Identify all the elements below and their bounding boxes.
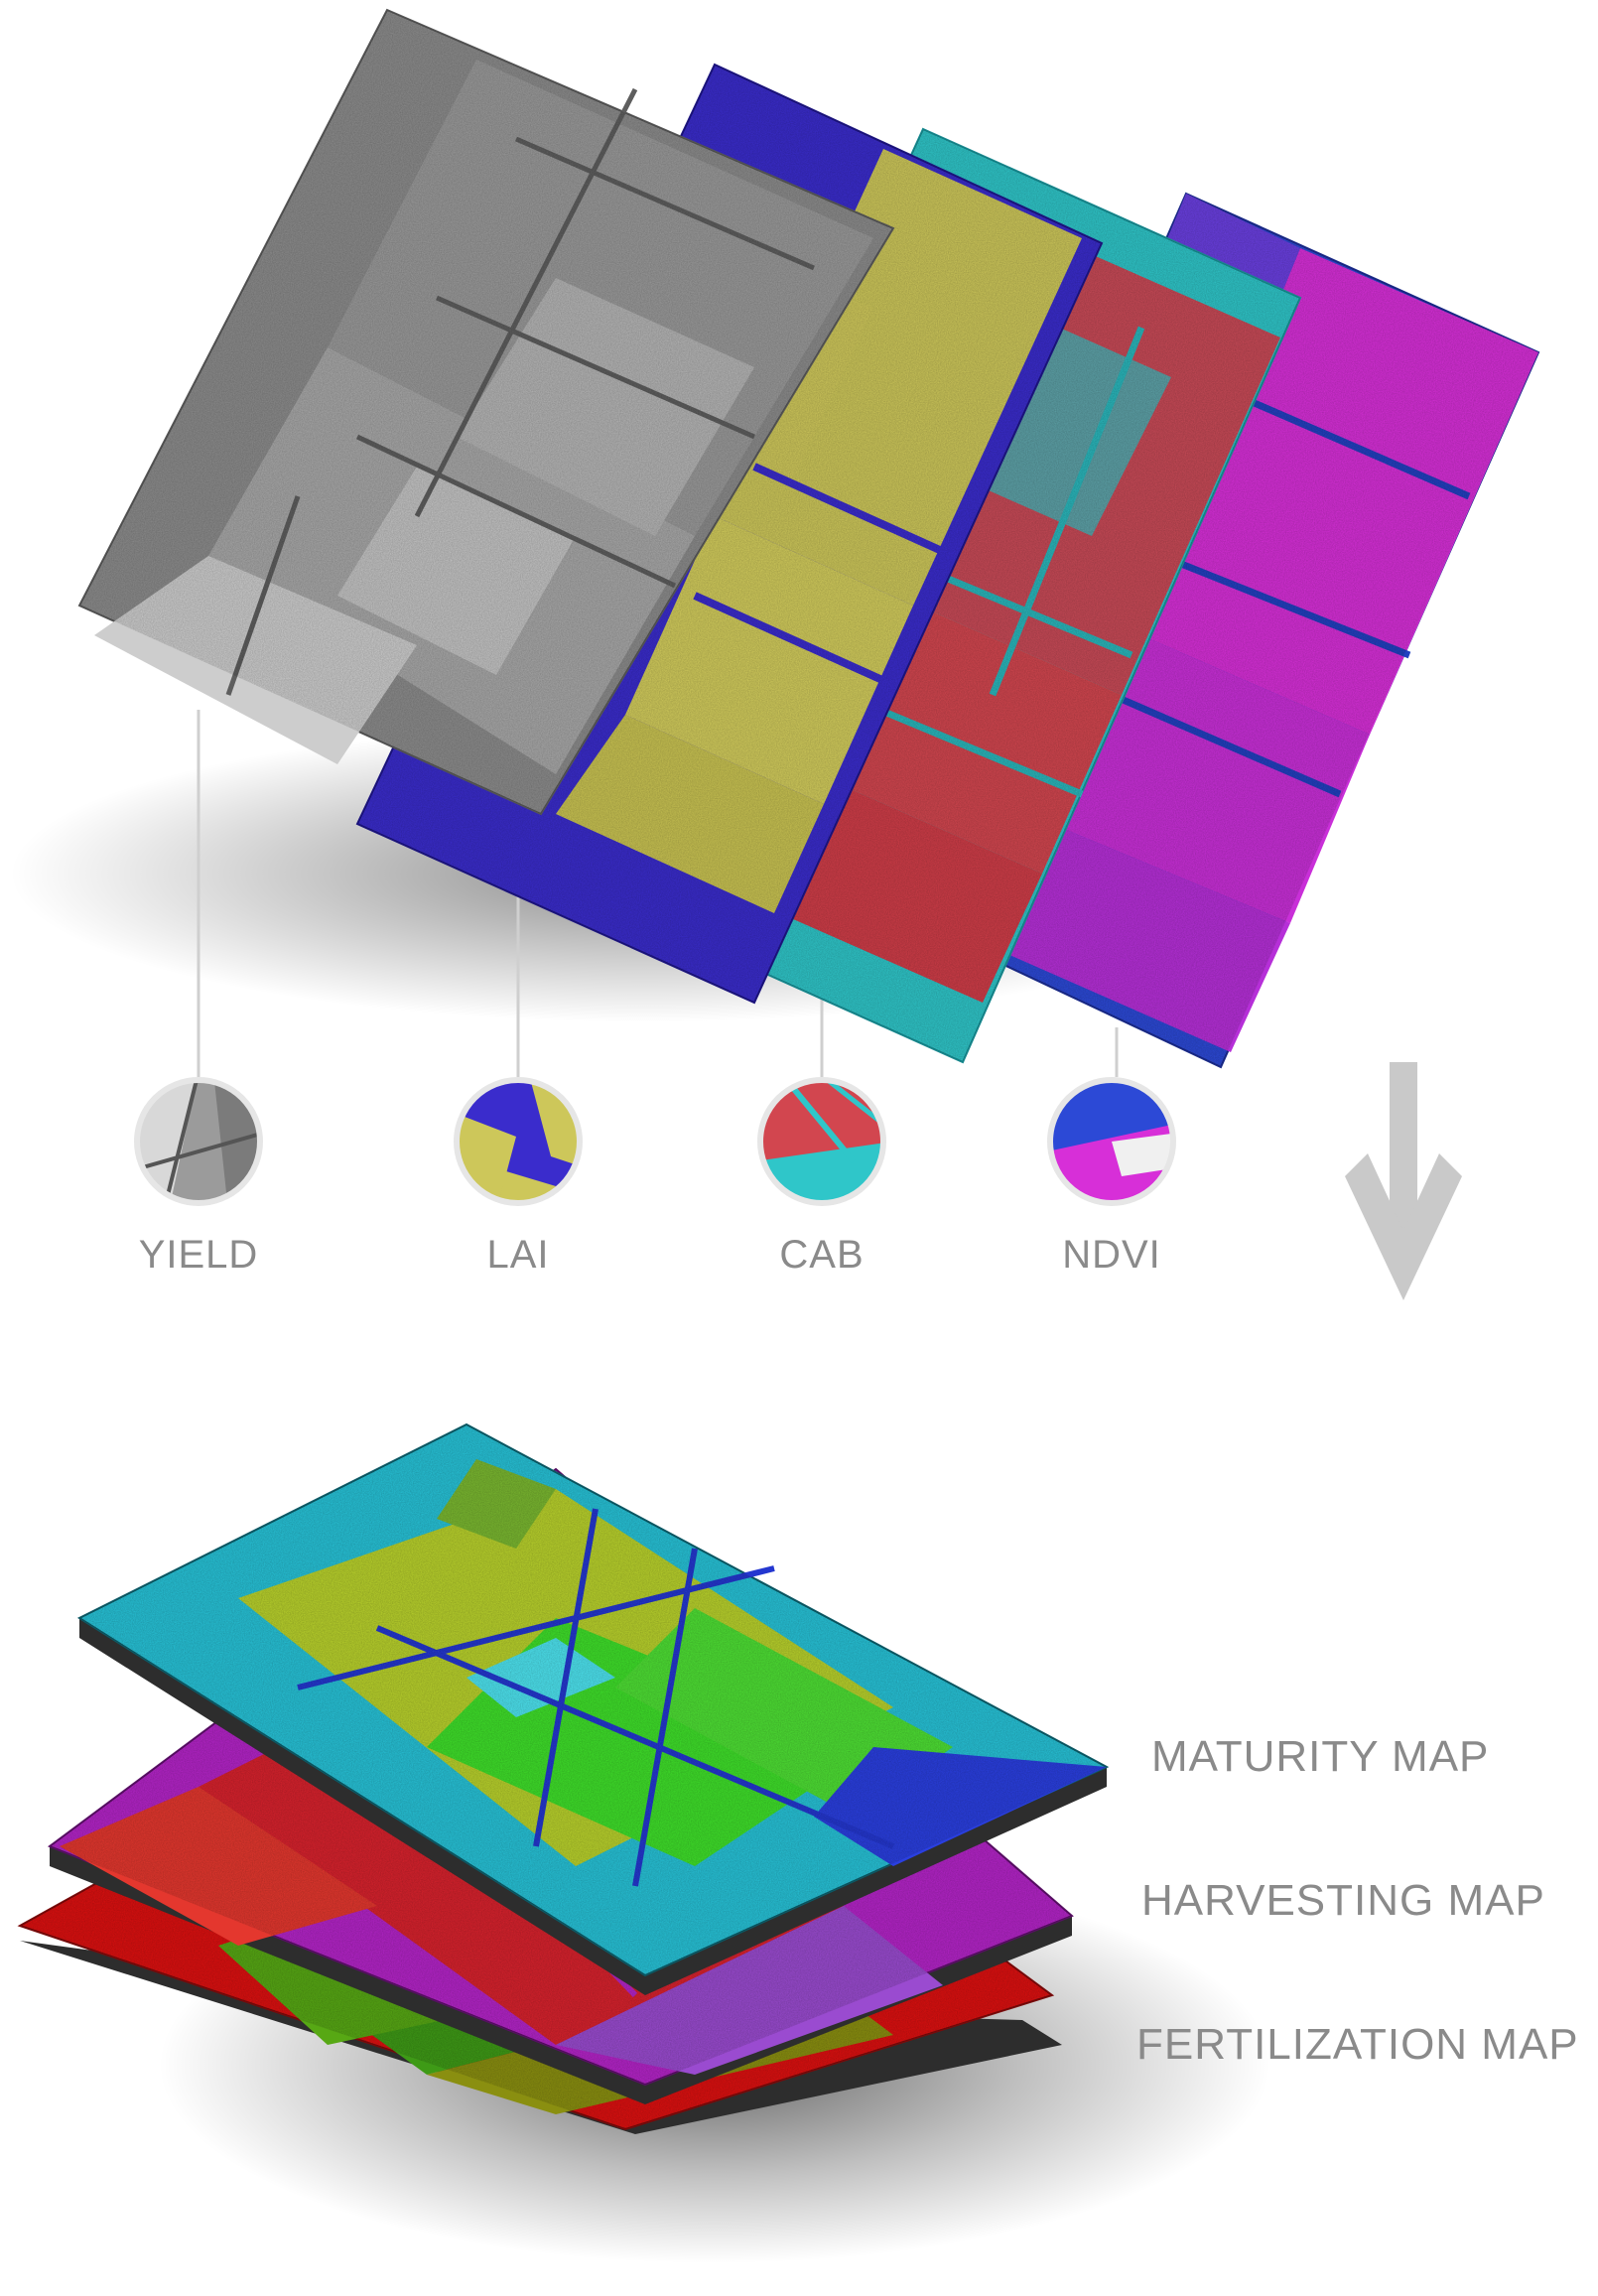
maturity-map-label: MATURITY MAP bbox=[1151, 1732, 1490, 1781]
yield-sheet bbox=[77, 8, 895, 816]
yield-thumbnail bbox=[134, 1077, 263, 1206]
yield-label: YIELD bbox=[138, 1233, 259, 1277]
ndvi-thumbnail bbox=[1047, 1077, 1176, 1206]
ndvi-label: NDVI bbox=[1062, 1233, 1161, 1277]
maturity-map-sheet bbox=[76, 1422, 1110, 1995]
fertilization-map-label: FERTILIZATION MAP bbox=[1136, 2020, 1579, 2069]
down-arrow-icon bbox=[1345, 1062, 1462, 1300]
cab-label: CAB bbox=[779, 1233, 865, 1277]
cab-thumbnail bbox=[757, 1077, 886, 1206]
lai-thumbnail bbox=[454, 1077, 583, 1206]
harvesting-map-label: HARVESTING MAP bbox=[1141, 1876, 1545, 1925]
lai-label: LAI bbox=[486, 1233, 550, 1277]
